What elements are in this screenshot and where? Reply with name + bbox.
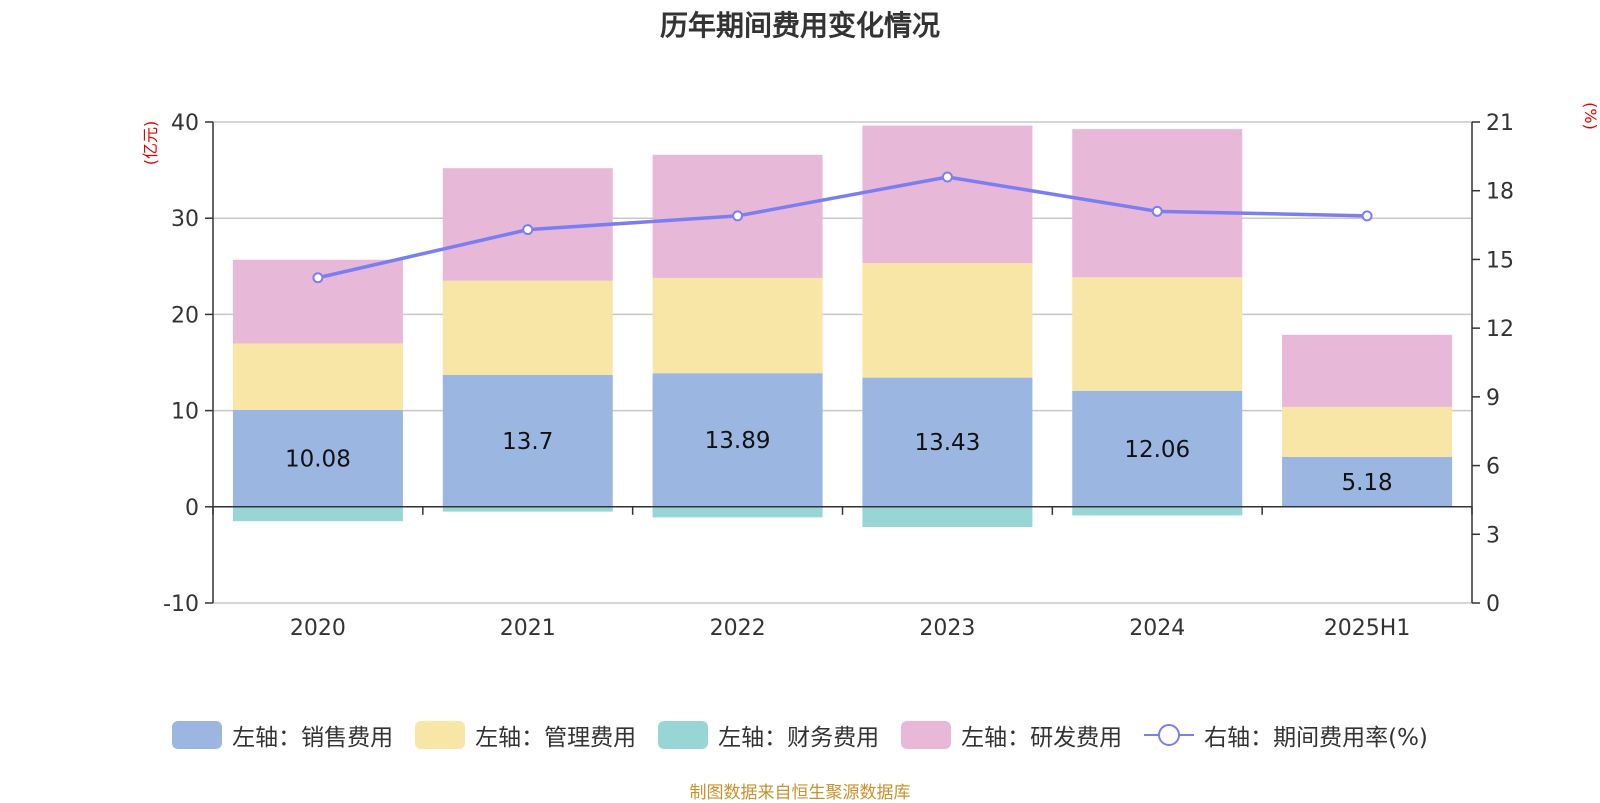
- left-tick-label: 40: [171, 111, 199, 136]
- legend-label: 左轴：研发费用: [961, 725, 1123, 751]
- data-label: 12.06: [1124, 437, 1190, 463]
- left-tick-label: 0: [185, 496, 199, 521]
- rate-point: [1151, 205, 1163, 217]
- data-label: 13.7: [502, 429, 553, 455]
- bar-layer: [232, 125, 1453, 528]
- stacked-bar-segment: [1282, 406, 1453, 457]
- data-label: 10.08: [285, 446, 351, 472]
- stacked-bar-segment: [1282, 456, 1453, 507]
- legend-swatch: [415, 721, 466, 749]
- stacked-bar-segment: [862, 125, 1033, 264]
- left-tick-label: -10: [163, 592, 199, 617]
- legend-swatch: [658, 721, 709, 749]
- legend-item[interactable]: 左轴：财务费用: [658, 718, 879, 752]
- left-tick-label: 10: [171, 400, 199, 425]
- stacked-bar-segment: [652, 506, 823, 518]
- right-axis-unit: (%): [1581, 102, 1600, 130]
- legend-label: 左轴：管理费用: [475, 725, 637, 751]
- x-tick-label: 2022: [710, 616, 766, 641]
- x-tick-label: 2020: [290, 616, 346, 641]
- legend: 左轴：销售费用 左轴：管理费用 左轴：财务费用 左轴：研发费用 右轴：期间费用率(%): [0, 718, 1600, 752]
- legend-item[interactable]: 左轴：研发费用: [901, 718, 1122, 752]
- legend-swatch: [172, 721, 223, 749]
- legend-item[interactable]: 左轴：管理费用: [415, 718, 636, 752]
- stacked-bar-segment: [652, 277, 823, 374]
- stacked-bar-segment: [232, 506, 403, 522]
- right-tick-label: 0: [1486, 592, 1500, 617]
- stacked-bar-segment: [442, 506, 613, 512]
- data-label: 13.89: [705, 428, 771, 454]
- legend-label: 右轴：期间费用率(%): [1204, 725, 1428, 751]
- rate-point: [941, 171, 953, 183]
- left-tick-label: 30: [171, 207, 199, 232]
- right-tick-label: 18: [1486, 180, 1514, 205]
- x-tick-label: 2023: [919, 616, 975, 641]
- source-note: 制图数据来自恒生聚源数据库: [689, 783, 911, 803]
- right-tick-label: 3: [1486, 523, 1500, 548]
- right-tick-label: 9: [1486, 386, 1500, 411]
- legend-label: 左轴：销售费用: [232, 725, 394, 751]
- rate-point: [312, 272, 324, 284]
- right-tick-label: 12: [1486, 317, 1514, 342]
- stacked-bar-segment: [1072, 277, 1243, 391]
- stacked-bar-segment: [652, 373, 823, 507]
- rate-point: [1361, 210, 1373, 222]
- rate-line-layer: [312, 171, 1373, 284]
- stacked-bar-segment: [1072, 506, 1243, 516]
- data-label: 13.43: [914, 430, 980, 456]
- rate-point: [732, 210, 744, 222]
- right-tick-label: 6: [1486, 455, 1500, 480]
- stacked-bar-segment: [442, 375, 613, 507]
- stacked-bar-segment: [1282, 334, 1453, 407]
- legend-item[interactable]: 左轴：销售费用: [172, 718, 393, 752]
- stacked-bar-segment: [862, 263, 1033, 378]
- right-tick-label: 21: [1486, 111, 1514, 136]
- right-tick-label: 15: [1486, 248, 1514, 273]
- stacked-bar-segment: [1072, 390, 1243, 507]
- legend-swatch: [901, 721, 952, 749]
- rate-point: [522, 224, 534, 236]
- x-tick-label: 2024: [1129, 616, 1185, 641]
- chart-title: 历年期间费用变化情况: [659, 9, 940, 42]
- stacked-bar-segment: [442, 280, 613, 376]
- x-tick-label: 2025H1: [1324, 616, 1411, 641]
- legend-line-circle-icon: [1144, 724, 1195, 746]
- x-tick-label: 2021: [500, 616, 556, 641]
- left-tick-label: 20: [171, 303, 199, 328]
- stacked-bar-segment: [862, 377, 1033, 507]
- data-label: 5.18: [1341, 470, 1392, 496]
- legend-item[interactable]: 右轴：期间费用率(%): [1144, 718, 1428, 752]
- stacked-bar-segment: [862, 506, 1033, 528]
- legend-label: 左轴：财务费用: [718, 725, 880, 751]
- stacked-bar-segment: [232, 343, 403, 410]
- stacked-bar-segment: [232, 409, 403, 507]
- legend-line-marker: [1158, 724, 1181, 746]
- data-labels: 10.08 13.7 13.89 13.43 12.06 5.18: [285, 428, 1393, 496]
- rate-line: [317, 175, 1368, 280]
- left-axis-unit: (亿元): [141, 121, 160, 166]
- axes: -10 0 10 20 30 40 0 3 6 9 12 15 18 21 2020 2021 2022 2023…: [163, 111, 1514, 641]
